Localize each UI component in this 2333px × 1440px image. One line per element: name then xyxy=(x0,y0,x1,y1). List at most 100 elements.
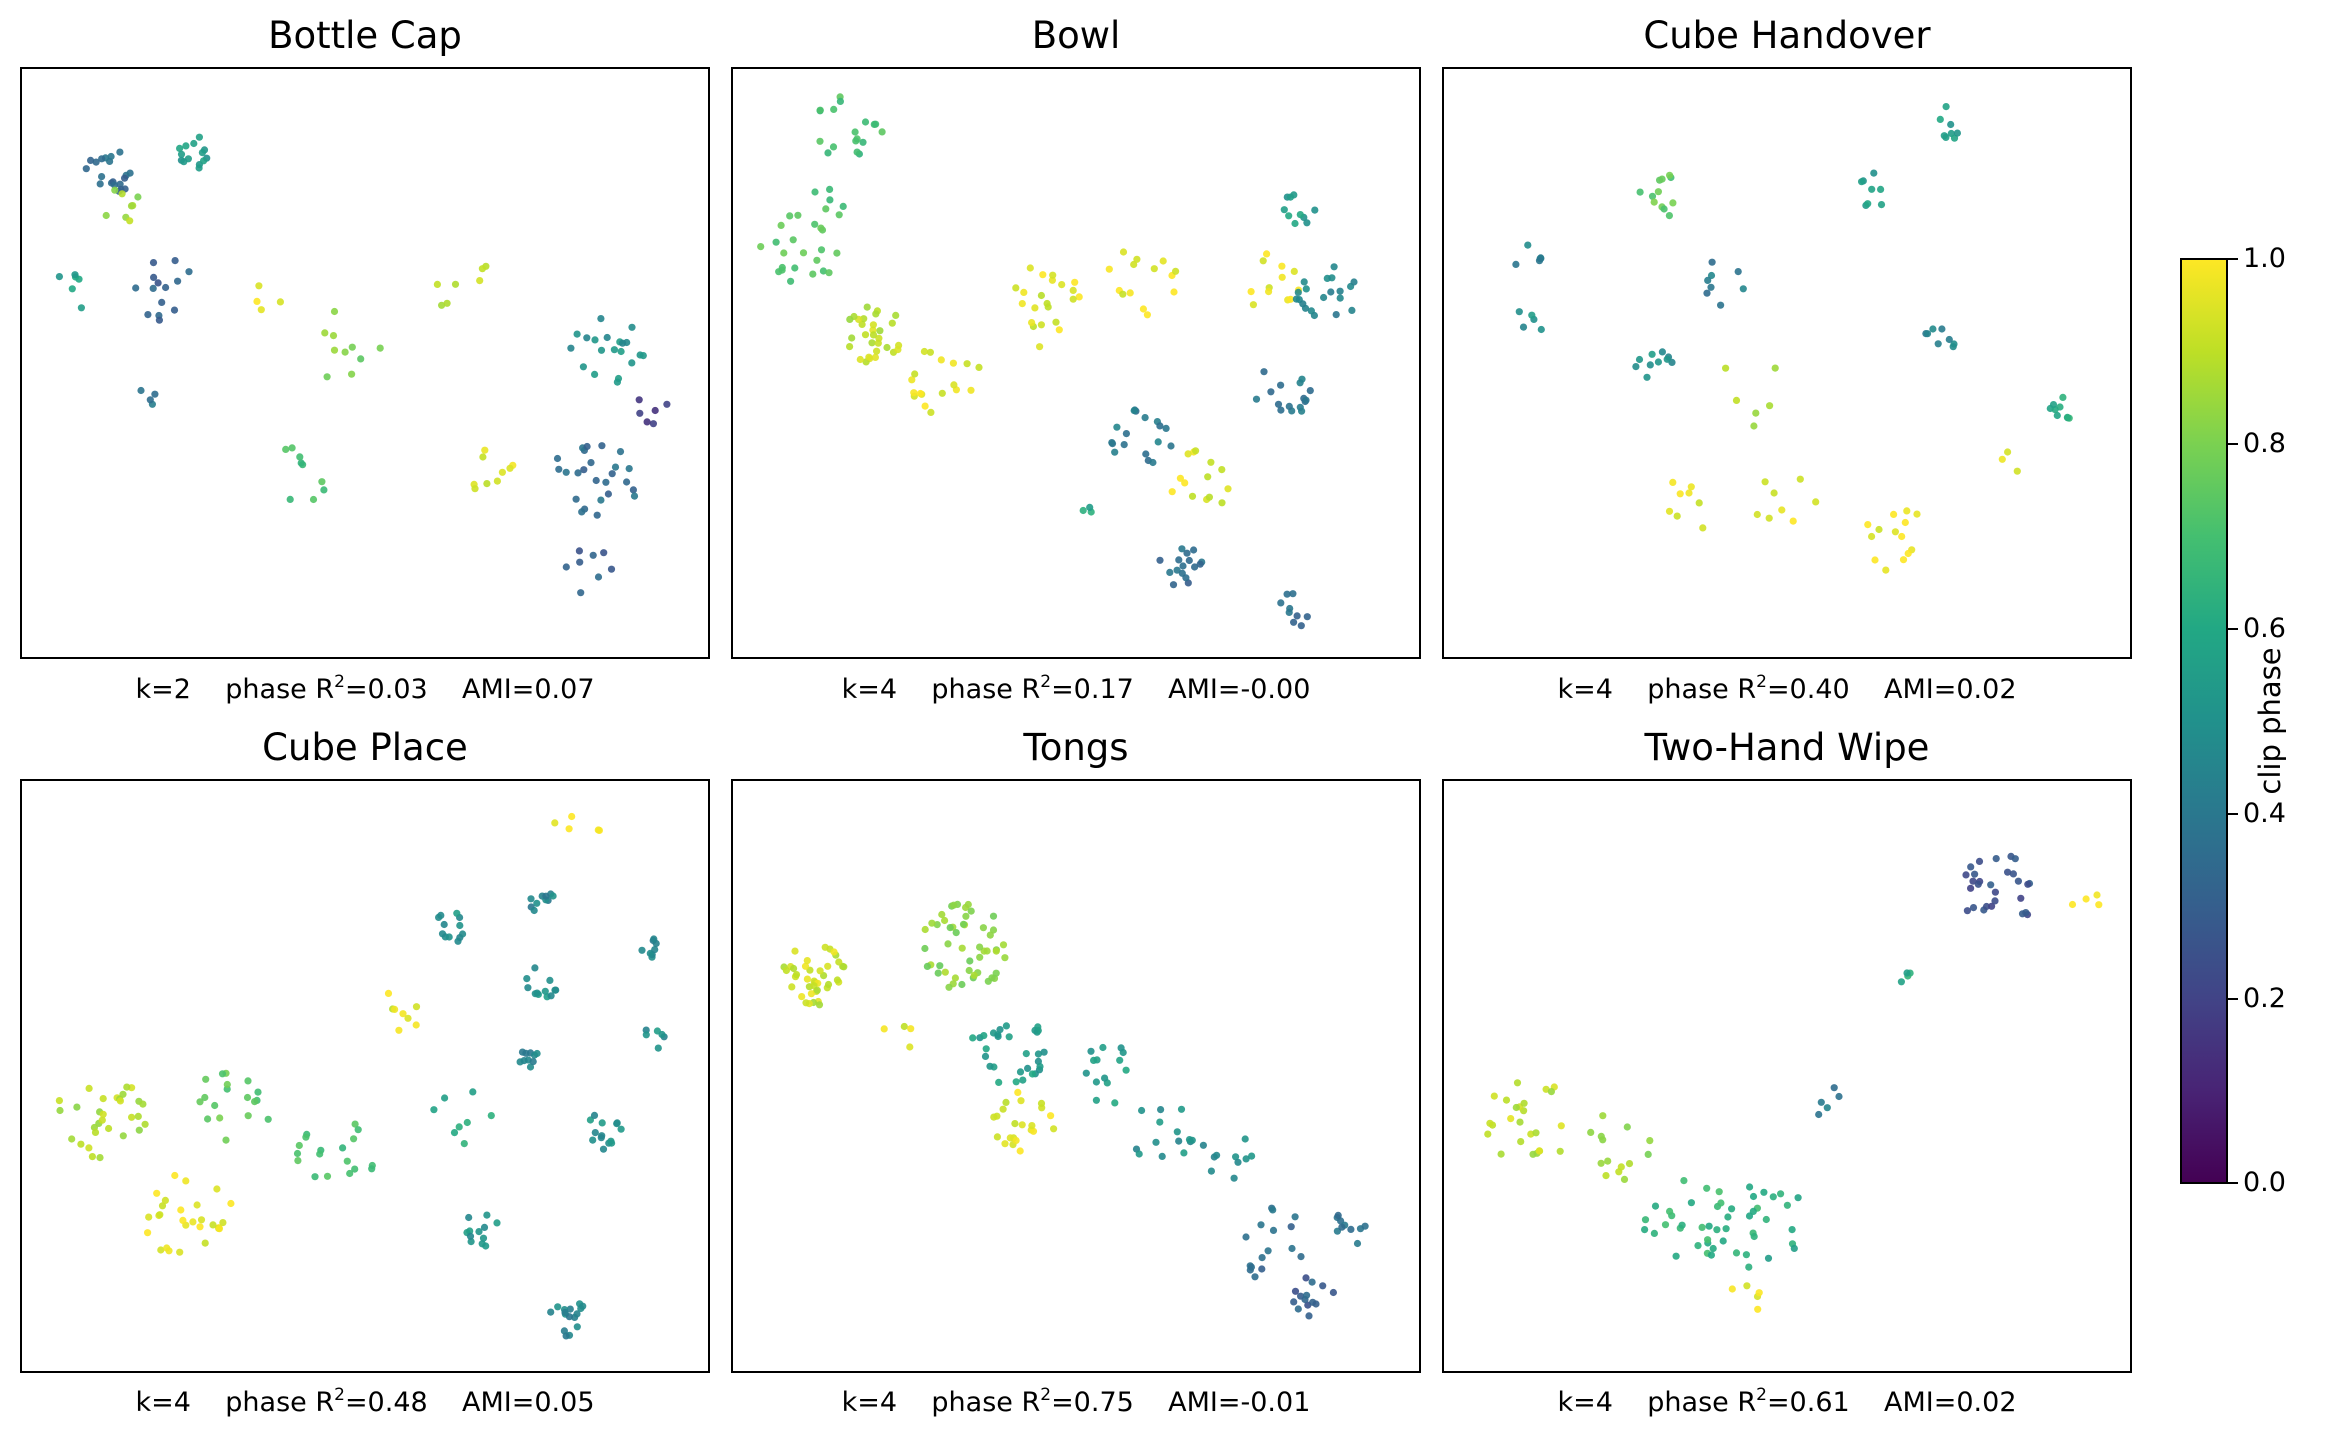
scatter-point xyxy=(920,347,928,356)
scatter-point xyxy=(871,353,879,361)
colorbar-tick-label: 0.4 xyxy=(2243,798,2286,829)
scatter-point xyxy=(1293,612,1301,620)
scatter-point xyxy=(1703,1184,1711,1192)
scatter-point xyxy=(209,1221,217,1229)
caption-phase-prefix: phase R xyxy=(225,1387,335,1418)
scatter-point xyxy=(1092,1096,1100,1104)
scatter-point xyxy=(1694,1242,1702,1250)
scatter-point xyxy=(1173,566,1181,574)
scatter-point xyxy=(1141,414,1149,422)
scatter-point xyxy=(1347,1225,1355,1233)
scatter-point xyxy=(1777,1190,1785,1198)
scatter-point xyxy=(526,1063,535,1071)
scatter-point xyxy=(1484,1130,1492,1138)
scatter-point xyxy=(826,196,834,204)
scatter-point xyxy=(803,957,811,965)
scatter-point xyxy=(1167,442,1175,450)
scatter-point xyxy=(1001,1140,1009,1148)
scatter-point xyxy=(958,980,966,989)
scatter-point xyxy=(1765,514,1773,522)
scatter-point xyxy=(799,249,808,257)
scatter-point xyxy=(650,935,658,943)
scatter-point xyxy=(1754,1305,1762,1313)
scatter-point xyxy=(1311,206,1319,214)
scatter-point xyxy=(1319,1282,1327,1290)
scatter-point xyxy=(1135,1150,1143,1158)
scatter-point xyxy=(293,1149,302,1158)
scatter-point xyxy=(157,1246,165,1254)
scatter-point xyxy=(1535,1147,1543,1155)
scatter-point xyxy=(1950,340,1958,348)
scatter-point xyxy=(801,962,810,970)
scatter-point xyxy=(127,202,136,210)
scatter-point xyxy=(1169,581,1178,589)
scatter-point xyxy=(839,202,847,210)
scatter-point xyxy=(1666,1207,1674,1215)
scatter-point xyxy=(1014,1088,1022,1096)
scatter-point xyxy=(2004,448,2012,456)
scatter-point xyxy=(1029,1127,1038,1135)
scatter-point xyxy=(1936,115,1944,123)
scatter-point xyxy=(825,269,833,277)
scatter-point xyxy=(216,1114,224,1122)
scatter-point xyxy=(441,1094,449,1102)
scatter-point xyxy=(1788,1226,1796,1234)
scatter-point xyxy=(880,1025,888,1033)
scatter-point xyxy=(1934,340,1942,348)
scatter-points xyxy=(757,93,1358,630)
scatter-point xyxy=(180,158,188,166)
scatter-point xyxy=(792,971,801,979)
scatter-point xyxy=(1242,1155,1250,1163)
scatter-point xyxy=(459,930,467,938)
scatter-point xyxy=(264,1115,272,1123)
scatter-point xyxy=(463,1118,471,1127)
scatter-point xyxy=(916,389,924,398)
scatter-point xyxy=(966,957,974,965)
scatter-point xyxy=(2017,894,2025,902)
scatter-point xyxy=(98,1116,106,1124)
scatter-point xyxy=(992,947,1000,955)
scatter-point xyxy=(1760,1188,1768,1196)
scatter-point xyxy=(1092,1078,1100,1086)
scatter-point xyxy=(351,1120,359,1128)
scatter-point xyxy=(787,277,795,285)
scatter-point xyxy=(1277,599,1285,607)
scatter-point xyxy=(126,217,134,225)
scatter-point xyxy=(1901,518,1909,527)
scatter-point xyxy=(1179,562,1187,570)
scatter-point xyxy=(1790,1244,1798,1252)
scatter-point xyxy=(1286,295,1295,303)
caption-ami: AMI=-0.00 xyxy=(1168,674,1311,705)
scatter-point xyxy=(1678,1221,1686,1229)
scatter-point xyxy=(1296,403,1304,411)
scatter-point xyxy=(1938,325,1946,333)
scatter-point xyxy=(99,1095,107,1103)
scatter-point xyxy=(835,958,843,966)
panel-caption: k=4 phase R2=0.17 AMI=-0.00 xyxy=(841,672,1311,706)
scatter-point xyxy=(1101,1074,1109,1082)
scatter-point xyxy=(604,490,613,498)
scatter-point xyxy=(579,363,588,371)
scatter-point xyxy=(1090,1056,1098,1064)
scatter-point xyxy=(1753,510,1761,519)
scatter-point xyxy=(817,224,825,232)
scatter-point xyxy=(542,892,550,900)
scatter-point xyxy=(1192,447,1200,455)
scatter-point xyxy=(1047,1112,1055,1120)
caption-phase-prefix: phase R xyxy=(1647,1387,1757,1418)
scatter-point xyxy=(1875,525,1883,534)
scatter-point xyxy=(999,941,1008,949)
scatter-point xyxy=(817,246,826,254)
scatter-point xyxy=(994,1032,1002,1041)
scatter-point xyxy=(1257,1221,1265,1229)
scatter-point xyxy=(1963,907,1971,915)
scatter-point xyxy=(483,1211,491,1219)
scatter-point xyxy=(467,1238,475,1246)
scatter-point xyxy=(613,378,622,386)
scatter-point xyxy=(450,1129,459,1137)
scatter-point xyxy=(630,492,639,500)
scatter-point xyxy=(992,969,1000,977)
scatter-point xyxy=(1069,286,1077,294)
scatter-point xyxy=(1597,1159,1605,1167)
scatter-point xyxy=(1330,263,1338,271)
